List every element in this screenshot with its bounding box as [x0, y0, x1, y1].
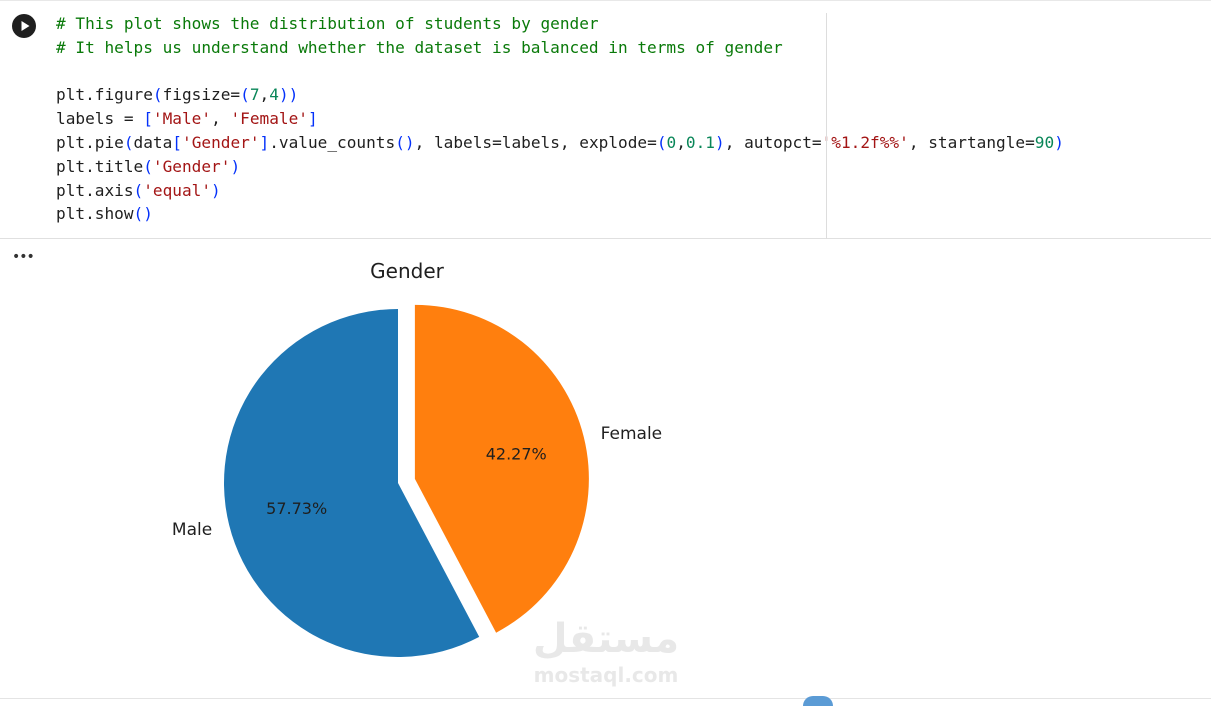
code-token: 'equal' [143, 180, 212, 200]
code-line[interactable]: plt.axis('equal') [56, 179, 1064, 203]
code-editor[interactable]: # This plot shows the distribution of st… [56, 12, 1064, 226]
code-token: 'Gender' [152, 156, 231, 176]
code-token: '%1.2f%%' [821, 132, 909, 152]
code-token: plt.pie [56, 132, 124, 152]
bottom-divider [0, 698, 1211, 699]
chart-title: Gender [370, 259, 444, 283]
cell-divider [826, 13, 827, 239]
code-token: ] [259, 132, 270, 152]
code-token: figsize= [162, 85, 241, 105]
code-token: ) [211, 180, 221, 200]
pie-label-male: Male [172, 520, 212, 540]
run-cell-button[interactable] [12, 14, 36, 38]
pie-pct-male: 57.73% [266, 499, 327, 518]
code-token: 4 [269, 85, 279, 105]
code-token: 0 [666, 132, 677, 152]
code-line[interactable]: labels = ['Male', 'Female'] [56, 107, 1064, 131]
code-token: plt.axis [56, 180, 134, 200]
code-token: 'Gender' [182, 132, 260, 152]
code-token: , [211, 109, 231, 129]
output-menu-icon[interactable]: ••• [12, 249, 35, 265]
code-token: labels = [56, 109, 144, 129]
code-token: ) [1054, 132, 1064, 152]
code-token: , labels=labels, explode= [414, 132, 657, 152]
code-token: ( [133, 180, 144, 200]
code-token: [ [143, 109, 153, 129]
play-icon [21, 21, 30, 31]
code-token: # This plot shows the distribution of st… [56, 14, 599, 33]
code-token: # It helps us understand whether the dat… [56, 37, 783, 57]
code-token: ( [123, 132, 134, 152]
code-line[interactable]: plt.title('Gender') [56, 155, 1064, 179]
pie-slice-male [224, 309, 480, 657]
code-token: data [133, 132, 173, 152]
code-token: plt.figure [56, 85, 153, 105]
code-token: 90 [1034, 132, 1055, 152]
code-cell[interactable]: # This plot shows the distribution of st… [0, 0, 1211, 239]
code-token: , [259, 85, 270, 105]
code-token: , [676, 132, 686, 152]
code-token: ) [230, 156, 241, 176]
code-token: [ [172, 132, 182, 152]
pie-slice-female [414, 304, 589, 633]
svg-text:mostaql.com: mostaql.com [534, 663, 679, 687]
code-line[interactable]: plt.figure(figsize=(7,4)) [56, 83, 1064, 107]
code-line[interactable] [56, 60, 1064, 84]
code-token: ] [307, 109, 318, 129]
code-token: ( [152, 85, 163, 105]
code-token: ( [240, 85, 250, 105]
code-token: 0.1 [685, 132, 715, 152]
mostaql-watermark: مستقل mostaql.com [533, 616, 679, 687]
code-token: ( [656, 132, 667, 152]
pie-pct-female: 42.27% [486, 445, 547, 464]
code-line[interactable]: # It helps us understand whether the dat… [56, 36, 1064, 60]
scroll-indicator[interactable] [803, 696, 833, 706]
code-line[interactable]: # This plot shows the distribution of st… [56, 12, 1064, 36]
code-token: .value_counts [269, 132, 396, 152]
code-token: 'Male' [152, 109, 212, 129]
code-line[interactable]: plt.show() [56, 202, 1064, 226]
code-token: ) [715, 132, 725, 152]
code-token: ( [143, 156, 153, 176]
code-token: ) [278, 85, 289, 105]
code-token: 'Female' [230, 109, 308, 129]
code-token: 7 [249, 85, 260, 105]
pie-chart: Gender Male 57.73% Female 42.27% مستقل most… [172, 259, 679, 687]
code-token: () [395, 132, 415, 152]
code-token: ) [288, 85, 299, 105]
code-token: () [133, 204, 153, 224]
code-token: plt.show [56, 204, 134, 224]
code-token: plt.title [56, 156, 144, 176]
code-token: , autopct= [724, 132, 822, 152]
pie-label-female: Female [601, 424, 662, 444]
svg-text:مستقل: مستقل [533, 616, 679, 662]
code-line[interactable]: plt.pie(data['Gender'].value_counts(), l… [56, 131, 1064, 155]
code-token: , startangle= [908, 132, 1035, 152]
